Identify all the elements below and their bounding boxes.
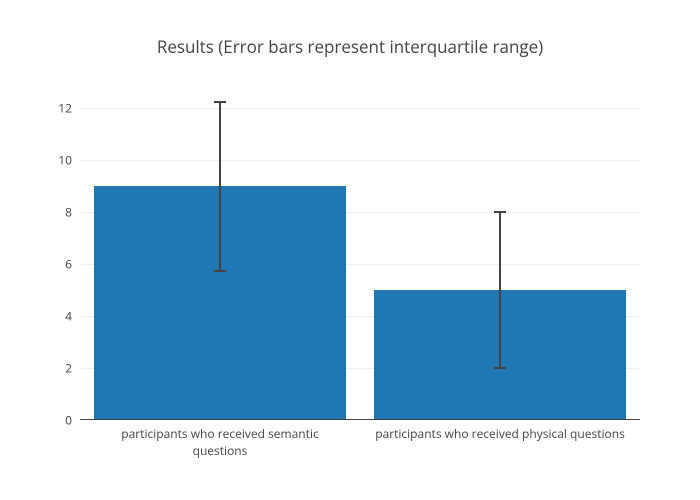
- error-cap: [494, 211, 506, 213]
- error-bar: [499, 212, 501, 368]
- error-cap: [214, 270, 226, 272]
- error-bar: [219, 102, 221, 271]
- gridline: [80, 108, 640, 109]
- gridline: [80, 160, 640, 161]
- chart-container: Results (Error bars represent interquart…: [0, 0, 700, 500]
- ytick-label: 2: [65, 360, 72, 377]
- error-cap: [214, 101, 226, 103]
- chart-title: Results (Error bars represent interquart…: [0, 35, 700, 58]
- plot-area: 024681012participants who received seman…: [80, 95, 640, 420]
- ytick-label: 10: [58, 152, 72, 169]
- ytick-label: 0: [65, 412, 72, 429]
- error-cap: [494, 367, 506, 369]
- xtick-label: participants who received semantic quest…: [94, 425, 346, 459]
- ytick-label: 4: [65, 308, 72, 325]
- ytick-label: 8: [65, 204, 72, 221]
- x-axis-line: [80, 419, 640, 420]
- ytick-label: 12: [58, 100, 72, 117]
- ytick-label: 6: [65, 256, 72, 273]
- xtick-label: participants who received physical quest…: [374, 425, 626, 442]
